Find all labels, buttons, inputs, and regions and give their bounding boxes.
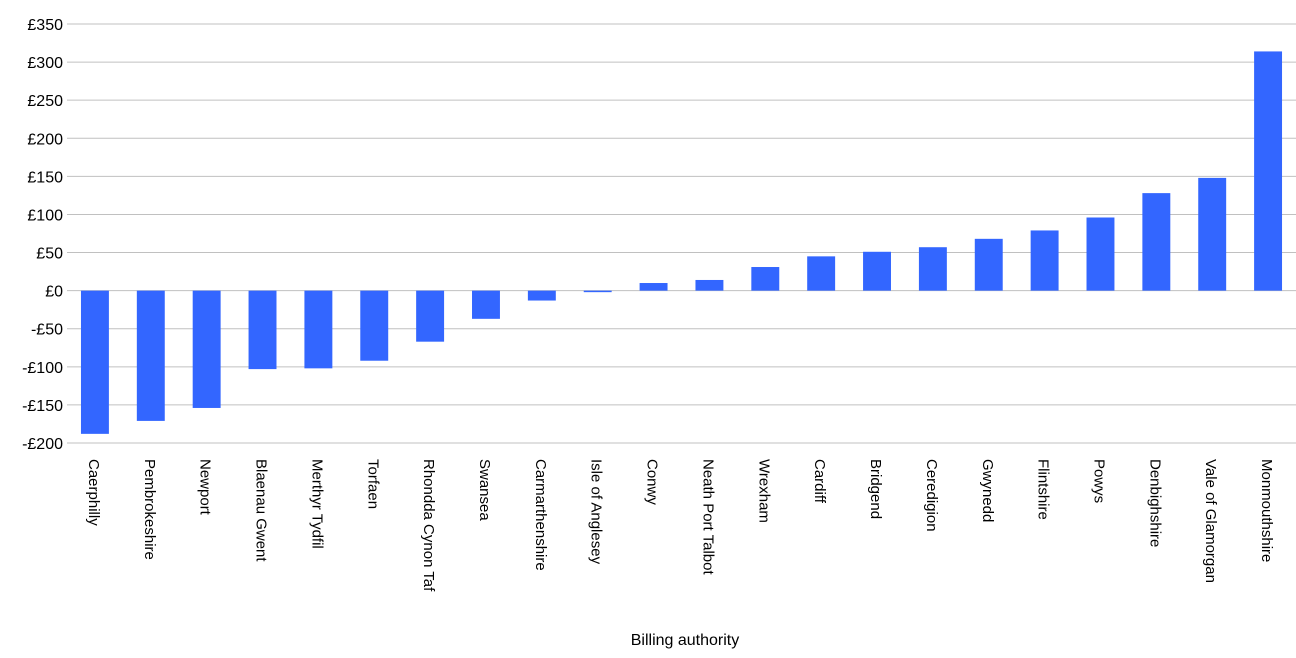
bar-carmarthenshire [527, 290, 556, 301]
y-tick-label: -£100 [22, 360, 63, 377]
x-tick-label: Ceredigion [923, 459, 940, 532]
x-tick-label: Powys [1090, 459, 1107, 503]
bar-wrexham [751, 267, 780, 291]
bar-rhondda-cynon-taf [416, 290, 445, 342]
y-tick-label: -£150 [22, 398, 63, 415]
x-tick-label: Isle of Anglesey [588, 459, 605, 565]
y-tick-label: -£50 [31, 322, 63, 339]
bar-neath-port-talbot [695, 279, 724, 291]
x-tick-label: Denbighshire [1146, 459, 1163, 547]
x-axis-title: Billing authority [631, 632, 740, 649]
y-tick-label: £100 [27, 207, 63, 224]
bar-flintshire [1030, 230, 1059, 291]
x-tick-label: Cardiff [811, 459, 828, 504]
bar-swansea [472, 290, 500, 319]
bar-blaenau-gwent [248, 290, 277, 370]
bar-isle-of-anglesey [583, 290, 612, 293]
bar-bridgend [863, 251, 891, 291]
x-tick-label: Torfaen [364, 459, 381, 509]
x-tick-label: Rhondda Cynon Taf [420, 459, 437, 592]
x-tick-label: Swansea [476, 459, 493, 521]
bar-newport [192, 290, 221, 408]
x-tick-label: Flintshire [1035, 459, 1052, 520]
bar-conwy [639, 283, 668, 291]
x-tick-label: Blaenau Gwent [253, 459, 270, 562]
x-tick-label: Carmarthenshire [532, 459, 549, 571]
bar-denbighshire [1142, 193, 1171, 291]
x-tick-label: Vale of Glamorgan [1202, 459, 1219, 583]
bar-cardiff [807, 256, 836, 291]
bar-caerphilly [80, 290, 109, 434]
y-tick-label: £150 [27, 169, 63, 186]
bar-vale-of-glamorgan [1198, 177, 1227, 291]
x-tick-label: Gwynedd [979, 459, 996, 522]
y-axis-tick-labels: -£200 -£150 -£100 -£50 £0 £50 £100 £150 £200 £250… [22, 17, 63, 453]
x-tick-label: Monmouthshire [1258, 459, 1275, 562]
bar-powys [1086, 217, 1115, 291]
bar-pembrokeshire [136, 290, 165, 421]
x-tick-label: Bridgend [867, 459, 884, 519]
bars [80, 51, 1283, 434]
y-tick-label: £0 [45, 284, 63, 301]
y-tick-label: -£200 [22, 436, 63, 453]
x-tick-label: Wrexham [755, 459, 772, 523]
bar-monmouthshire [1254, 51, 1283, 291]
bar-torfaen [360, 290, 389, 361]
x-tick-label: Neath Port Talbot [699, 459, 716, 575]
y-tick-label: £50 [36, 246, 63, 263]
bar-gwynedd [974, 238, 1003, 291]
y-tick-label: £350 [27, 17, 63, 34]
x-axis-tick-labels: Caerphilly Pembrokeshire Newport Blaenau Gw… [85, 459, 1275, 592]
x-tick-label: Pembrokeshire [141, 459, 158, 560]
bar-ceredigion [918, 247, 947, 291]
y-tick-label: £250 [27, 93, 63, 110]
x-tick-label: Conwy [644, 459, 661, 505]
bar-merthyr-tydfil [304, 290, 333, 369]
y-tick-label: £200 [27, 131, 63, 148]
x-tick-label: Newport [197, 459, 214, 516]
y-tick-label: £300 [27, 55, 63, 72]
x-tick-label: Merthyr Tydfil [308, 459, 325, 549]
x-tick-label: Caerphilly [85, 459, 102, 526]
